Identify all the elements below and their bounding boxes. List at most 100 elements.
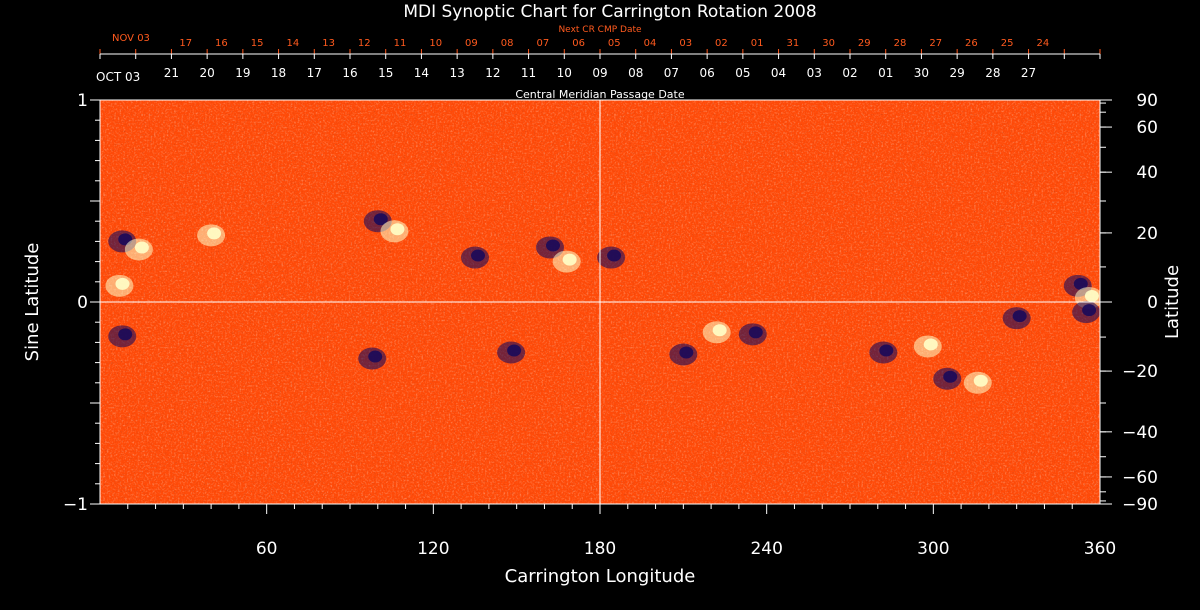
negative-flux-core — [679, 346, 694, 359]
date-label: 26 — [965, 38, 978, 49]
right-axis-title: Latitude — [1162, 265, 1183, 339]
x-axis: 60 120 180 240 300 360 — [127, 504, 1116, 559]
date-label: 29 — [950, 66, 965, 80]
cmp-axis-label: Central Meridian Passage Date — [515, 88, 684, 101]
date-label: 12 — [485, 66, 500, 80]
chart-title: MDI Synoptic Chart for Carrington Rotati… — [403, 2, 816, 22]
plot-area — [100, 100, 1100, 504]
date-label: 07 — [536, 38, 549, 49]
date-label: 14 — [414, 66, 429, 80]
date-label: 09 — [465, 38, 478, 49]
date-label: 08 — [501, 38, 514, 49]
positive-flux-core — [207, 227, 222, 240]
date-label: 18 — [271, 66, 286, 80]
date-label: 02 — [715, 38, 728, 49]
date-label: 15 — [378, 66, 393, 80]
date-label: 09 — [592, 66, 607, 80]
date-label: 12 — [358, 38, 371, 49]
date-label: 19 — [235, 66, 250, 80]
x-tick-label: 360 — [1084, 539, 1116, 559]
positive-flux-core — [923, 338, 938, 351]
date-label: 27 — [1021, 66, 1036, 80]
date-label: 31 — [786, 38, 799, 49]
date-label: 10 — [429, 38, 442, 49]
negative-flux-core — [471, 249, 485, 262]
right-tick-label: −60 — [1122, 468, 1158, 488]
x-axis-title: Carrington Longitude — [505, 566, 696, 587]
positive-flux-core — [973, 374, 988, 387]
date-label: 11 — [394, 38, 407, 49]
negative-flux-core — [748, 326, 763, 339]
date-label: 04 — [771, 66, 786, 80]
date-label: 24 — [1036, 38, 1049, 49]
x-tick-label: 300 — [917, 539, 949, 559]
left-tick-label: 1 — [77, 91, 88, 111]
negative-flux-core — [368, 350, 383, 363]
right-tick-label: −20 — [1122, 362, 1158, 382]
positive-flux-core — [1084, 289, 1099, 302]
date-label: 03 — [679, 38, 692, 49]
negative-flux-core — [1073, 277, 1088, 290]
negative-flux-core — [1012, 310, 1027, 323]
date-label: 30 — [822, 38, 835, 49]
date-label: 01 — [878, 66, 893, 80]
date-label: 15 — [251, 38, 264, 49]
positive-flux-core — [562, 253, 577, 266]
date-label: 30 — [914, 66, 929, 80]
left-tick-label: −1 — [63, 495, 88, 515]
next-cmp-month-label: NOV 03 — [112, 33, 150, 44]
x-tick-label: 60 — [256, 539, 278, 559]
date-label: 08 — [628, 66, 643, 80]
date-label: 13 — [322, 38, 335, 49]
negative-flux-core — [118, 328, 133, 341]
right-tick-label: 90 — [1136, 91, 1158, 111]
next-cmp-axis-label: Next CR CMP Date — [558, 25, 642, 35]
date-label: 06 — [572, 38, 585, 49]
positive-flux-core — [134, 241, 149, 254]
date-label: 07 — [664, 66, 679, 80]
right-tick-label: 20 — [1136, 224, 1158, 244]
cmp-month-label: OCT 03 — [96, 70, 140, 84]
negative-flux-core — [546, 239, 560, 252]
right-tick-label: 40 — [1136, 163, 1158, 183]
x-tick-label: 240 — [750, 539, 782, 559]
date-label: 16 — [215, 38, 228, 49]
date-label: 20 — [200, 66, 215, 80]
cmp-axis: 21 20 19 18 17 16 15 14 13 12 11 10 09 08 07 06 05 04 03 02… — [99, 53, 1101, 80]
date-label: 03 — [807, 66, 822, 80]
right-tick-label: −90 — [1122, 495, 1158, 515]
x-tick-label: 180 — [584, 539, 616, 559]
date-label: 25 — [1001, 38, 1014, 49]
flux-regions — [105, 210, 1100, 394]
negative-flux-core — [943, 370, 958, 383]
negative-flux-core — [507, 344, 522, 357]
right-tick-label: 0 — [1147, 293, 1158, 313]
right-axis: 90 60 40 20 0 −20 −40 −60 −90 — [1100, 91, 1158, 515]
date-label: 10 — [557, 66, 572, 80]
date-label: 05 — [735, 66, 750, 80]
date-label: 17 — [307, 66, 322, 80]
left-axis-title: Sine Latitude — [22, 243, 43, 362]
positive-flux-core — [390, 223, 405, 236]
date-label: 04 — [644, 38, 657, 49]
left-axis: 1 0 −1 — [63, 91, 100, 515]
next-cmp-axis: 17 16 15 14 13 12 11 10 09 08 07 06 05 04 03 02 01 31 30 29… — [99, 38, 1101, 55]
x-tick-label: 120 — [417, 539, 449, 559]
date-label: 16 — [342, 66, 357, 80]
date-label: 27 — [929, 38, 942, 49]
date-label: 17 — [179, 38, 192, 49]
negative-flux-core — [1082, 304, 1097, 317]
date-label: 11 — [521, 66, 536, 80]
date-label: 02 — [842, 66, 857, 80]
positive-flux-core — [712, 324, 727, 337]
negative-flux-core — [607, 249, 622, 262]
positive-flux-core — [115, 277, 130, 290]
right-tick-label: 60 — [1136, 118, 1158, 138]
date-label: 06 — [700, 66, 715, 80]
right-tick-label: −40 — [1122, 423, 1158, 443]
negative-flux-core — [879, 344, 894, 357]
date-label: 21 — [164, 66, 179, 80]
negative-flux-core — [373, 213, 388, 226]
date-label: 28 — [985, 66, 1000, 80]
